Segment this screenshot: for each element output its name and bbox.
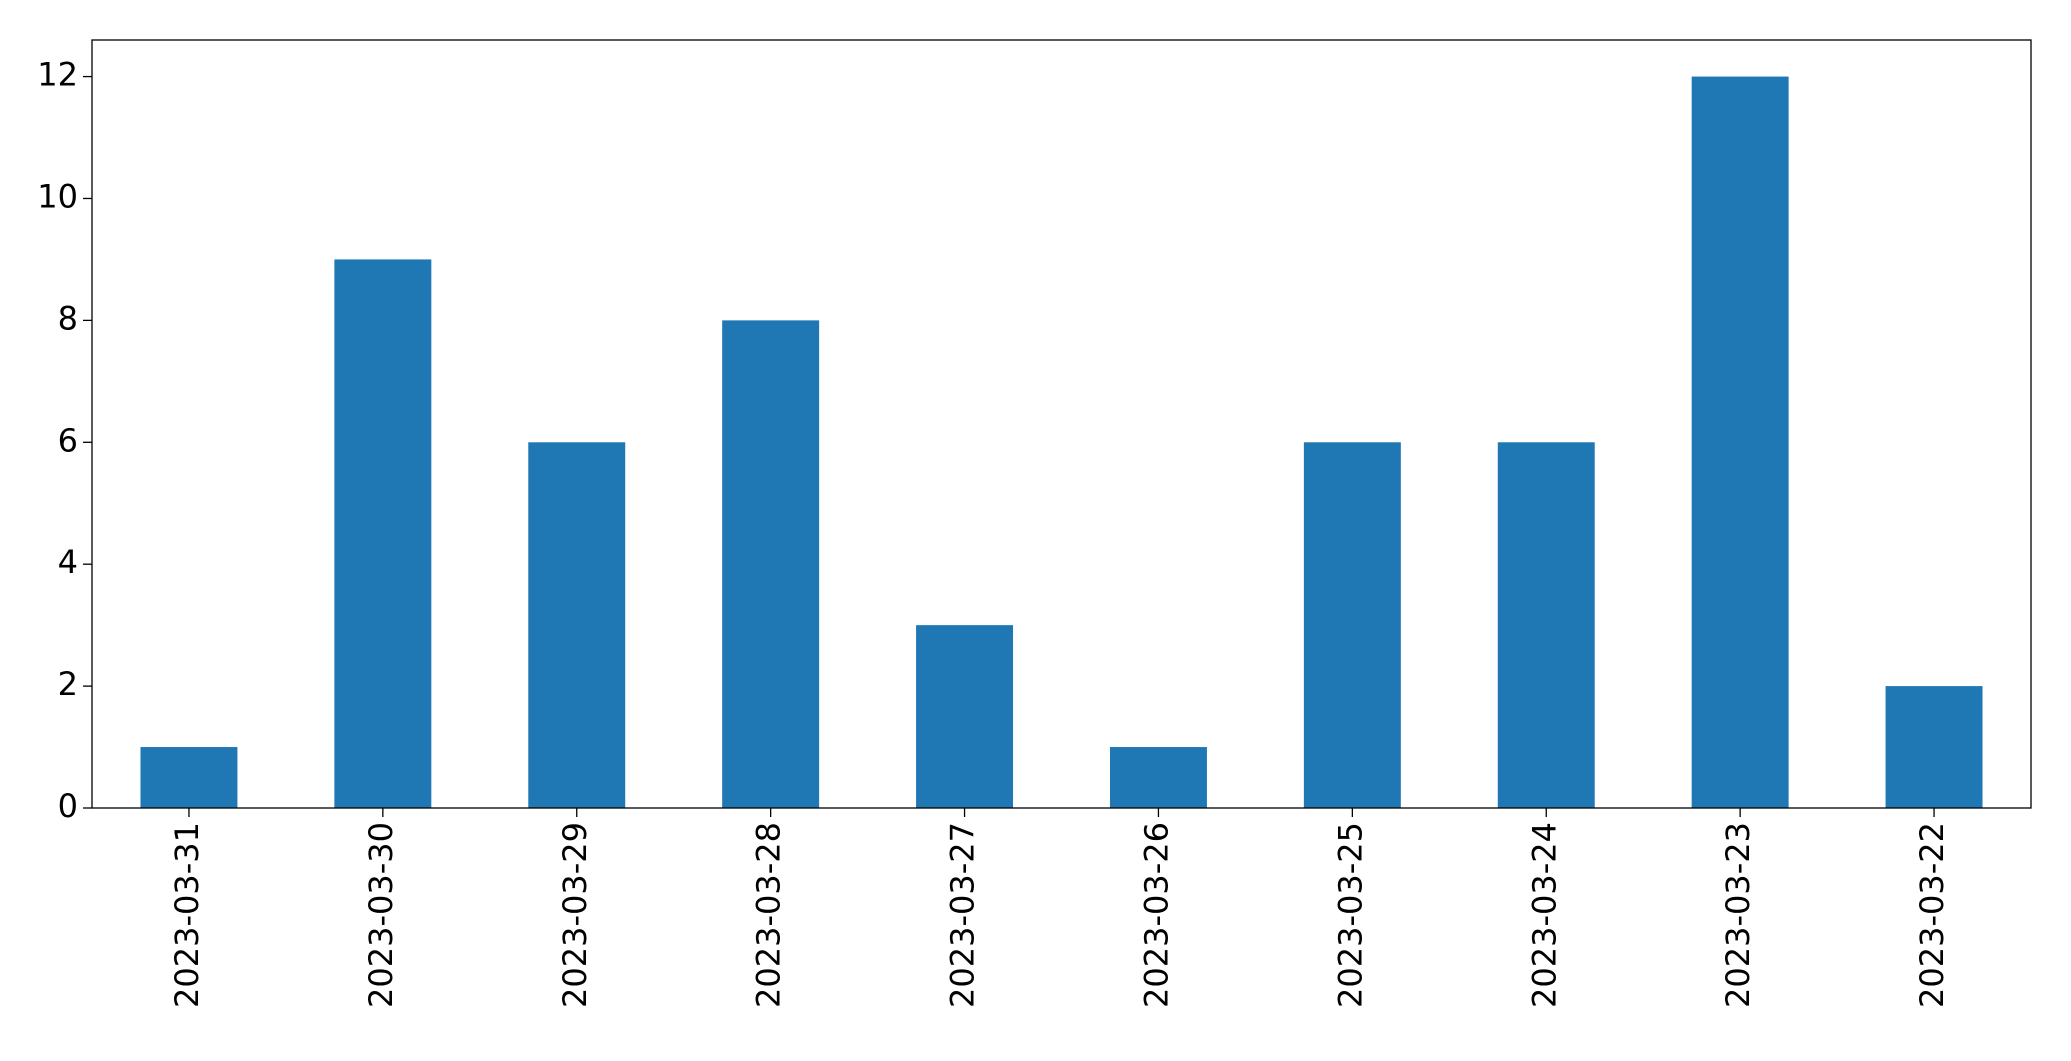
x-tick-label: 2023-03-25: [1331, 822, 1369, 1008]
plot-frame: [91, 39, 2032, 809]
x-tick-label: 2023-03-22: [1913, 822, 1951, 1008]
x-tick-label: 2023-03-24: [1525, 822, 1563, 1008]
x-tick-label: 2023-03-28: [750, 822, 788, 1008]
x-tick-label: 2023-03-27: [944, 822, 982, 1008]
y-tick-label: 6: [58, 421, 78, 459]
bar: [334, 259, 432, 808]
bar: [1691, 76, 1789, 809]
bar: [1109, 747, 1207, 808]
x-tick-label: 2023-03-31: [168, 822, 206, 1008]
bar: [916, 625, 1014, 808]
y-tick-label: 4: [58, 543, 78, 581]
x-tick-label: 2023-03-29: [556, 822, 594, 1008]
bar: [1497, 442, 1595, 808]
y-tick-label: 0: [58, 787, 78, 825]
y-tick-label: 12: [37, 56, 78, 94]
y-tick-label: 8: [58, 299, 78, 337]
y-tick-label: 10: [37, 177, 78, 215]
bar: [1303, 442, 1401, 808]
x-tick-label: 2023-03-23: [1719, 822, 1757, 1008]
bar: [722, 320, 820, 808]
bar: [140, 747, 238, 808]
bar: [1885, 686, 1983, 808]
x-tick-label: 2023-03-26: [1137, 822, 1175, 1008]
x-tick-label: 2023-03-30: [362, 822, 400, 1008]
y-tick-label: 2: [58, 665, 78, 703]
bar: [528, 442, 626, 808]
